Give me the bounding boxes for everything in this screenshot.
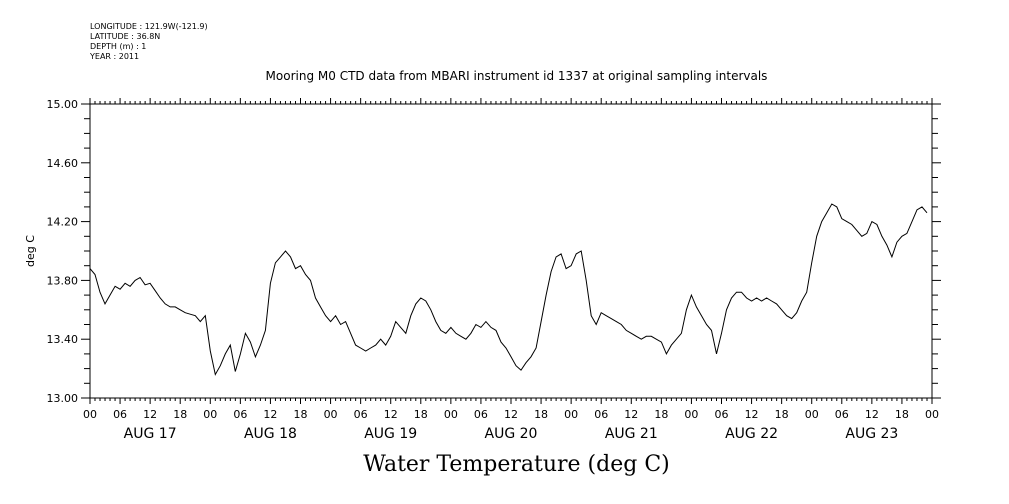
- depth-text: DEPTH (m) : 1: [90, 42, 147, 51]
- x-tick-label: 00: [83, 408, 97, 421]
- x-tick-label: 18: [895, 408, 909, 421]
- x-day-label: AUG 23: [845, 426, 898, 442]
- temperature-series-line: [89, 203, 928, 376]
- x-axis-title: Water Temperature (deg C): [363, 452, 670, 477]
- x-tick-label: 06: [835, 408, 849, 421]
- x-day-label: AUG 19: [364, 426, 417, 442]
- y-tick-label: 15.00: [47, 98, 79, 111]
- x-tick-label: 00: [203, 408, 217, 421]
- y-tick-label: 13.40: [47, 333, 79, 346]
- y-tick-label: 13.00: [47, 392, 79, 405]
- y-tick-label: 13.80: [47, 274, 79, 287]
- x-day-label: AUG 17: [124, 426, 177, 442]
- x-tick-label: 06: [233, 408, 247, 421]
- longitude-text: LONGITUDE : 121.9W(-121.9): [90, 22, 208, 31]
- x-day-label: AUG 22: [725, 426, 778, 442]
- x-tick-label: 00: [684, 408, 698, 421]
- x-tick-label: 12: [745, 408, 759, 421]
- x-tick-label: 12: [143, 408, 157, 421]
- metadata-block: LONGITUDE : 121.9W(-121.9) LATITUDE : 36…: [90, 22, 208, 62]
- x-tick-label: 18: [654, 408, 668, 421]
- x-tick-label: 12: [263, 408, 277, 421]
- x-tick-label: 12: [384, 408, 398, 421]
- x-day-label: AUG 20: [485, 426, 538, 442]
- x-day-label: AUG 18: [244, 426, 297, 442]
- x-tick-label: 18: [294, 408, 308, 421]
- x-tick-label: 12: [865, 408, 879, 421]
- x-tick-label: 06: [354, 408, 368, 421]
- latitude-text: LATITUDE : 36.8N: [90, 32, 161, 41]
- y-axis-label: deg C: [24, 235, 37, 267]
- y-tick-label: 14.20: [47, 216, 79, 229]
- year-text: YEAR : 2011: [90, 52, 140, 61]
- x-tick-label: 18: [775, 408, 789, 421]
- x-tick-label: 00: [805, 408, 819, 421]
- x-tick-label: 06: [594, 408, 608, 421]
- chart-title: Mooring M0 CTD data from MBARI instrumen…: [265, 69, 768, 83]
- x-tick-label: 12: [504, 408, 518, 421]
- x-tick-label: 00: [925, 408, 939, 421]
- x-tick-label: 06: [113, 408, 127, 421]
- y-tick-label: 14.60: [47, 157, 79, 170]
- x-tick-label: 00: [444, 408, 458, 421]
- x-tick-label: 18: [534, 408, 548, 421]
- x-tick-label: 18: [173, 408, 187, 421]
- x-tick-label: 18: [414, 408, 428, 421]
- plot-frame: [89, 103, 933, 399]
- x-tick-label: 00: [564, 408, 578, 421]
- x-tick-label: 06: [474, 408, 488, 421]
- x-tick-label: 12: [624, 408, 638, 421]
- x-tick-label: 00: [324, 408, 338, 421]
- x-day-label: AUG 21: [605, 426, 658, 442]
- x-tick-label: 06: [715, 408, 729, 421]
